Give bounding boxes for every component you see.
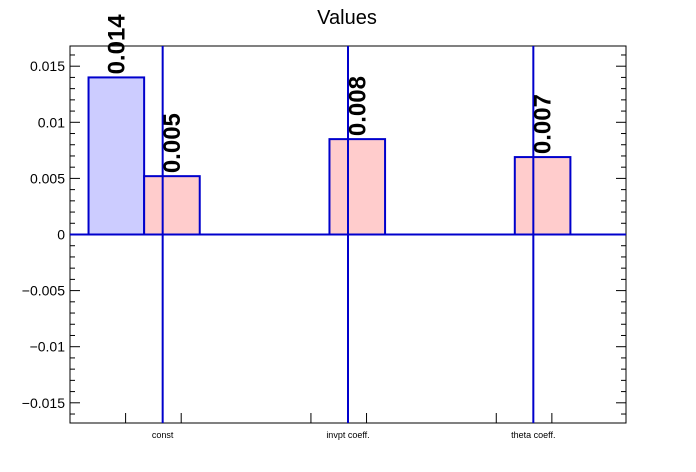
x-category-label: theta coeff. <box>511 430 555 440</box>
x-category-label: invpt coeff. <box>326 430 369 440</box>
y-tick-label: −0.005 <box>22 283 65 299</box>
bar <box>143 175 201 236</box>
data-label: 0.008 <box>344 76 371 136</box>
bar <box>513 156 572 236</box>
data-labels: 0.014 0.005 0.008 0.007 <box>103 14 556 173</box>
bar <box>87 76 146 236</box>
data-label: 0.005 <box>159 113 186 173</box>
chart-title: Values <box>317 7 377 29</box>
y-tick-label: 0 <box>57 227 65 243</box>
data-label: 0.014 <box>103 14 130 75</box>
bars <box>70 46 626 423</box>
y-tick-label: 0.01 <box>38 114 65 130</box>
y-tick-label: 0.005 <box>30 170 65 186</box>
y-tick-label: −0.015 <box>22 395 65 411</box>
y-tick-label: 0.015 <box>30 58 65 74</box>
data-label: 0.007 <box>530 94 557 154</box>
y-tick-label: −0.01 <box>30 339 66 355</box>
bar <box>328 138 387 236</box>
x-category-label: const <box>152 430 174 440</box>
